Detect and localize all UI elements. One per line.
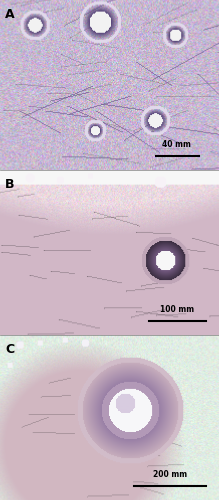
Text: 200 mm: 200 mm xyxy=(153,470,187,479)
Text: B: B xyxy=(5,178,14,191)
Text: 100 mm: 100 mm xyxy=(160,305,194,314)
Text: 40 mm: 40 mm xyxy=(162,140,191,149)
Text: A: A xyxy=(5,8,15,21)
Text: C: C xyxy=(5,343,14,356)
